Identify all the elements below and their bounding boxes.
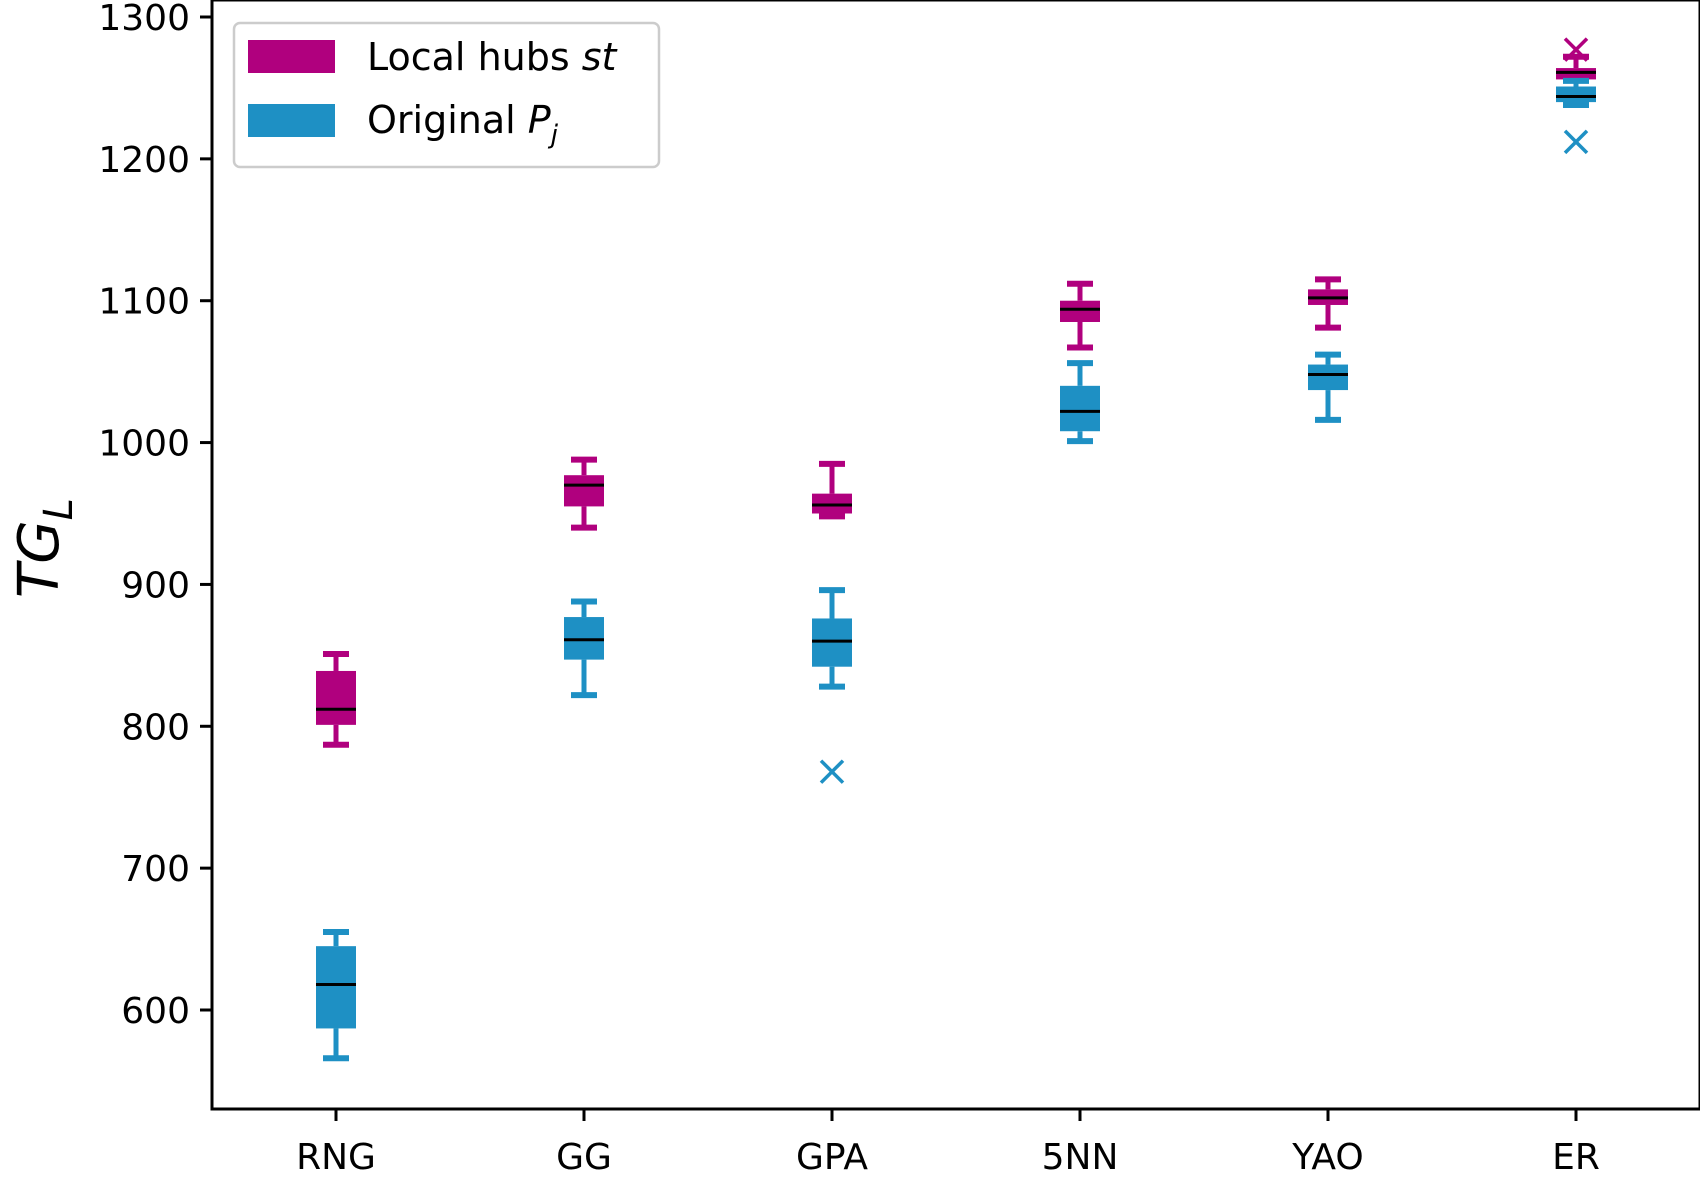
box-body	[1060, 385, 1100, 432]
legend-swatch-original	[248, 104, 335, 137]
y-tick-label: 1100	[98, 282, 190, 323]
box-body	[1308, 364, 1348, 391]
outlier-marker	[1563, 129, 1589, 155]
x-tick-label: GG	[556, 1137, 612, 1178]
box-1-3	[1060, 360, 1100, 445]
outlier-marker	[1563, 37, 1589, 62]
x-tick-label: RNG	[296, 1137, 376, 1178]
y-tick-label: 800	[121, 707, 190, 748]
y-tick-label: 1000	[98, 424, 190, 465]
x-tick-label: 5NN	[1042, 1137, 1119, 1178]
legend-label-local-hubs-italic: st	[582, 35, 619, 79]
box-1-0	[316, 928, 356, 1062]
box-series	[316, 37, 1596, 1062]
box-body	[1060, 300, 1100, 322]
box-0-4	[1308, 276, 1348, 331]
legend-label-local-hubs-main: Local hubs	[367, 35, 582, 79]
y-axis-label-sub: L	[36, 498, 82, 520]
box-body	[1556, 86, 1596, 103]
legend-label-original-italic: P	[528, 98, 551, 142]
box-body	[316, 946, 356, 1029]
box-1-5	[1556, 77, 1596, 155]
box-body	[564, 475, 604, 507]
x-axis: RNG GG GPA 5NN YAO ER	[296, 1109, 1600, 1178]
legend-swatch-local-hubs	[248, 40, 335, 73]
legend-label-original: Original Pj	[367, 98, 559, 150]
y-tick-label: 1300	[98, 0, 190, 39]
y-axis-label-main: TG	[7, 520, 72, 598]
legend: Local hubs st Original Pj	[232, 21, 661, 169]
box-1-2	[812, 587, 852, 784]
legend-label-local-hubs: Local hubs st	[367, 35, 619, 79]
x-tick-label: ER	[1552, 1137, 1600, 1178]
box-0-1	[564, 456, 604, 531]
box-1-4	[1308, 351, 1348, 423]
x-tick-label: GPA	[796, 1137, 868, 1178]
box-0-3	[1060, 280, 1100, 351]
box-0-0	[316, 650, 356, 748]
box-0-2	[812, 460, 852, 520]
axes-frame	[210, 0, 1700, 1111]
legend-frame	[232, 21, 661, 169]
y-axis-label: TGL	[7, 498, 82, 598]
y-tick-label: 700	[121, 849, 190, 890]
legend-label-original-main: Original	[367, 98, 528, 142]
y-tick-label: 600	[121, 991, 190, 1032]
legend-label-original-subscript: j	[548, 120, 559, 150]
box-body	[316, 670, 356, 725]
plot-area	[210, 0, 1700, 1111]
y-tick-label: 1200	[98, 140, 190, 181]
y-axis: 600 700 800 900 1000 1100 1200 1300	[98, 0, 212, 1032]
y-tick-label: 900	[121, 565, 190, 606]
x-tick-label: YAO	[1291, 1137, 1364, 1178]
box-1-1	[564, 598, 604, 699]
outlier-marker	[819, 759, 845, 784]
